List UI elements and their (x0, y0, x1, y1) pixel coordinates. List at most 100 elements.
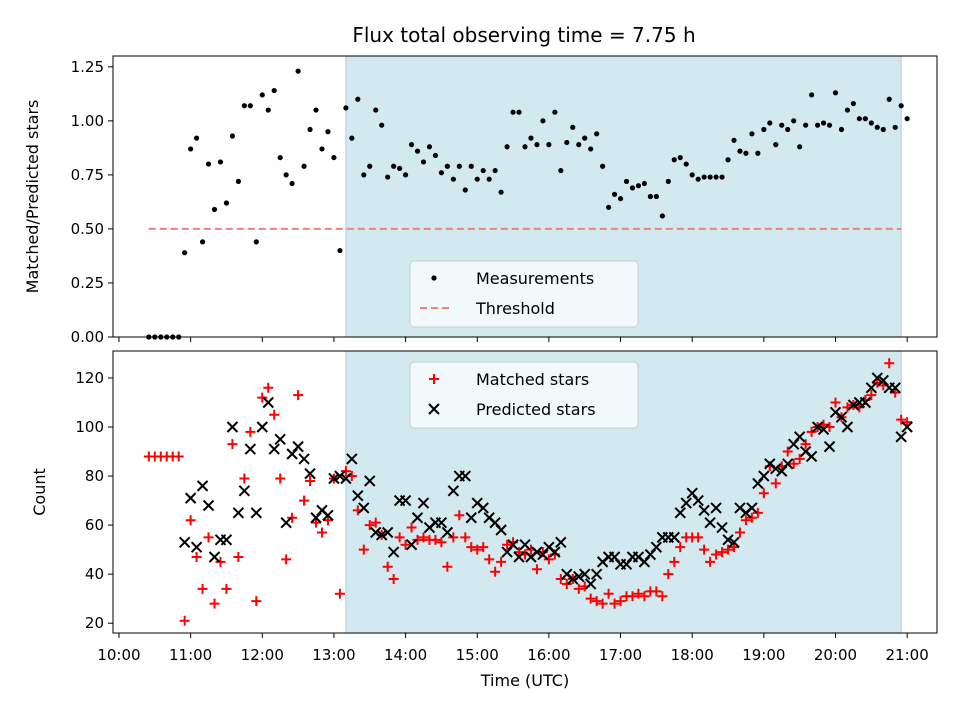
x-tick-label: 20:00 (814, 646, 857, 664)
y-tick-label: 20 (85, 614, 104, 632)
data-point (436, 537, 447, 548)
data-point (259, 92, 265, 98)
data-point (740, 515, 751, 526)
data-point (328, 472, 340, 485)
data-point (826, 122, 833, 128)
data-point (731, 137, 737, 143)
data-point (767, 120, 773, 126)
data-point (591, 596, 602, 607)
data-point (663, 569, 674, 580)
data-point (337, 247, 343, 254)
data-point (785, 126, 791, 133)
data-point (197, 583, 208, 594)
data-point (814, 122, 821, 128)
data-point (683, 161, 689, 167)
data-point (570, 124, 576, 130)
data-point (292, 440, 304, 453)
data-point (185, 515, 196, 526)
data-point (311, 517, 322, 528)
data-point (761, 126, 767, 133)
data-point (173, 451, 184, 462)
data-point (289, 180, 295, 187)
data-point (896, 414, 907, 425)
data-point (387, 546, 400, 558)
y-tick-label: 60 (85, 516, 104, 534)
data-point (182, 250, 188, 256)
data-point (370, 517, 381, 528)
data-point (504, 144, 510, 150)
data-point (227, 439, 238, 450)
data-point (486, 176, 492, 182)
data-point (793, 431, 806, 443)
data-point (552, 109, 558, 115)
data-point (178, 536, 191, 548)
data-point (257, 392, 268, 403)
data-point (830, 397, 841, 408)
data-point (355, 96, 361, 102)
data-point (274, 433, 286, 445)
data-point (728, 536, 740, 548)
data-point (408, 142, 415, 148)
data-point (322, 515, 333, 526)
data-point (358, 544, 369, 555)
data-point (283, 172, 289, 178)
data-point (191, 551, 202, 562)
data-point (707, 174, 713, 180)
data-point (665, 178, 671, 184)
data-point (373, 107, 379, 113)
data-point (627, 591, 638, 602)
legend-label: Predicted stars (476, 400, 596, 419)
data-point (561, 578, 572, 589)
data-point (474, 176, 480, 182)
data-point (522, 144, 528, 150)
data-point (271, 87, 277, 94)
data-point (633, 588, 644, 599)
data-point (880, 126, 886, 133)
data-point (866, 390, 877, 401)
data-point (402, 172, 409, 178)
data-point (239, 473, 250, 484)
data-point (689, 172, 695, 178)
data-point (779, 122, 785, 128)
data-point (203, 532, 214, 543)
data-point (293, 390, 304, 401)
x-tick-label: 11:00 (169, 646, 212, 664)
data-point (519, 539, 531, 551)
x-tick-label: 17:00 (599, 646, 642, 664)
data-point (558, 167, 564, 174)
data-point (797, 144, 803, 150)
data-point (460, 532, 471, 543)
y-tick-label: 0.25 (71, 274, 104, 292)
data-point (555, 574, 566, 585)
data-point (809, 92, 815, 98)
data-point (716, 521, 728, 534)
data-point (391, 163, 397, 169)
data-point (432, 152, 439, 159)
data-point (400, 539, 411, 550)
data-point (375, 529, 388, 541)
data-point (269, 409, 280, 420)
data-point (531, 546, 543, 558)
data-point (573, 583, 584, 594)
data-point (244, 443, 257, 455)
data-point (746, 512, 757, 523)
x-axis-label: Time (UTC) (480, 671, 569, 690)
data-point (725, 157, 731, 163)
data-point (605, 204, 612, 210)
data-point (340, 466, 351, 477)
data-point (514, 547, 525, 558)
data-point (611, 191, 618, 197)
data-point (752, 507, 763, 518)
data-point (280, 516, 292, 529)
data-point (773, 142, 779, 148)
data-point (358, 502, 370, 514)
data-point (859, 396, 872, 409)
data-point (459, 470, 471, 482)
data-point (208, 551, 221, 563)
data-point (516, 109, 522, 115)
data-point (871, 372, 883, 384)
data-point (701, 174, 707, 180)
data-point (534, 142, 540, 148)
data-point (193, 135, 200, 141)
data-point (832, 90, 839, 96)
